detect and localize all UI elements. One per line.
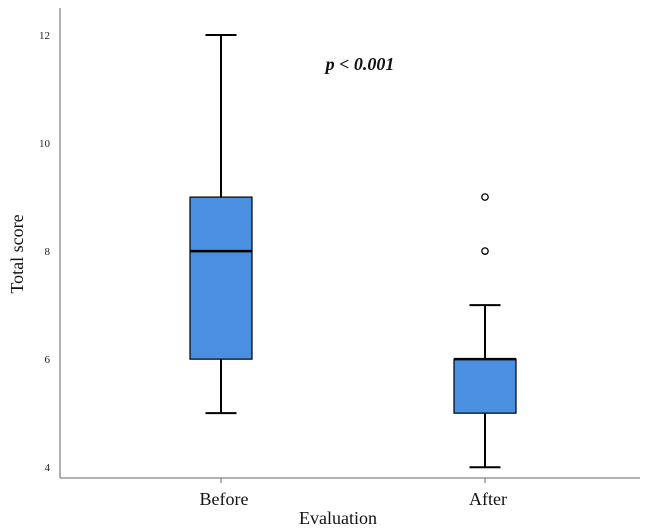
y-tick-label: 10 xyxy=(39,138,51,150)
x-tick-label: Before xyxy=(200,489,249,509)
y-tick-label: 8 xyxy=(45,246,51,258)
boxes-group xyxy=(189,34,517,469)
outlier-point xyxy=(481,247,489,255)
y-axis-ticks: 4 6 8 10 12 xyxy=(39,30,51,474)
box-before xyxy=(189,34,253,415)
iqr-box xyxy=(189,196,253,360)
x-tick-label: After xyxy=(469,489,507,509)
outlier-point xyxy=(481,193,489,201)
y-tick-label: 4 xyxy=(45,462,51,474)
y-tick-label: 6 xyxy=(45,354,51,366)
x-axis-title: Evaluation xyxy=(299,508,377,528)
x-axis-labels: Before After xyxy=(200,478,507,509)
iqr-box xyxy=(453,358,517,414)
y-axis-title: Total score xyxy=(7,214,27,293)
p-value-annotation: p < 0.001 xyxy=(324,54,395,74)
y-tick-label: 12 xyxy=(39,30,50,42)
box-after xyxy=(453,193,517,469)
